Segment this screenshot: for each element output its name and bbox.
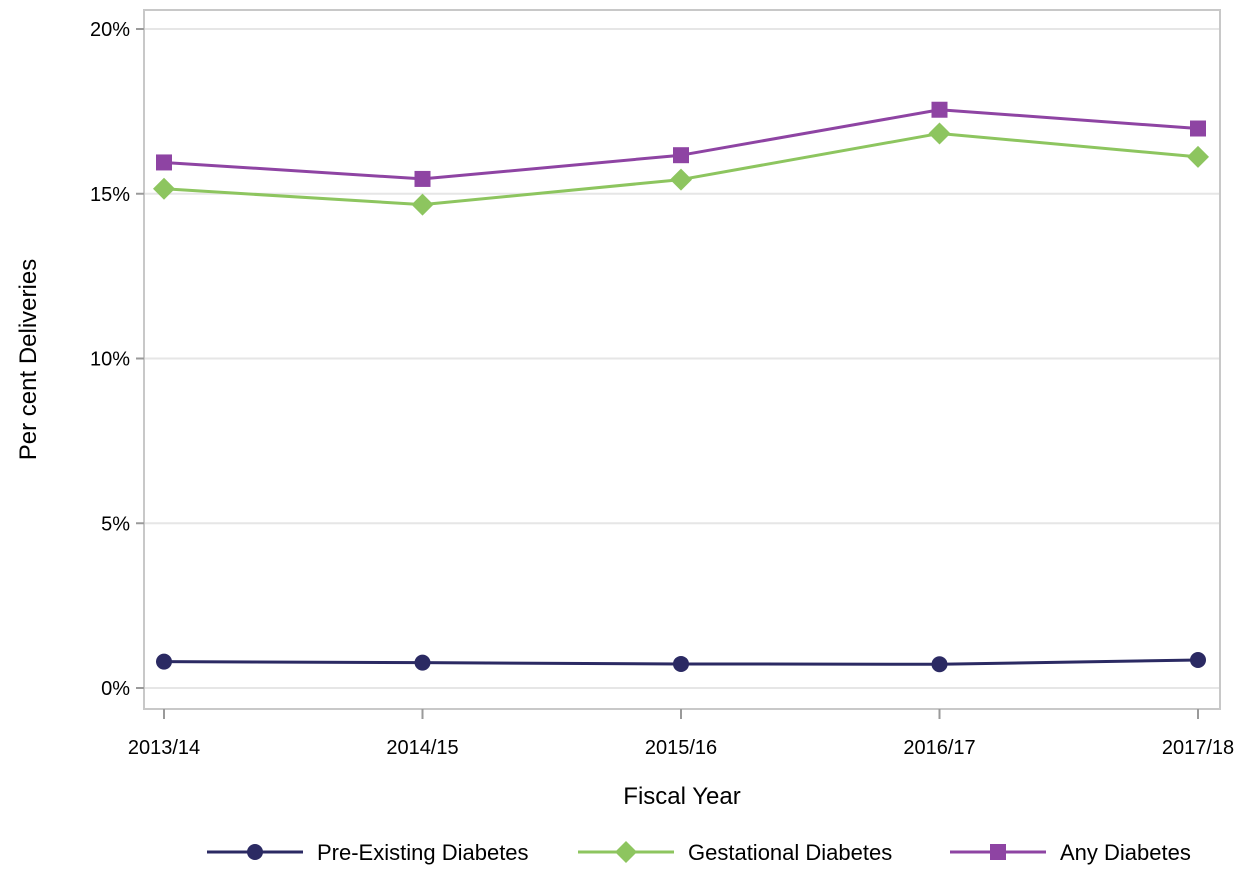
legend-item: Pre-Existing Diabetes (207, 840, 529, 865)
data-point (414, 170, 431, 187)
data-point (673, 655, 689, 672)
y-tick-label: 5% (101, 513, 130, 535)
legend-item: Gestational Diabetes (578, 840, 892, 865)
y-axis-title: Per cent Deliveries (15, 259, 42, 460)
x-tick-label: 2016/17 (903, 737, 975, 759)
series-square (156, 101, 1206, 187)
data-point (1190, 120, 1206, 137)
data-point (1187, 145, 1209, 168)
x-tick-label: 2015/16 (645, 737, 717, 759)
gridlines (144, 28, 1220, 689)
data-point (156, 653, 172, 670)
x-tick-label: 2017/18 (1162, 737, 1234, 759)
legend-marker (990, 844, 1006, 860)
series-line (163, 108, 1199, 181)
y-tick-label: 15% (90, 184, 130, 206)
series-circle (156, 651, 1206, 673)
y-tick-label: 10% (90, 349, 130, 371)
legend-marker (615, 841, 637, 863)
legend-item: Any Diabetes (950, 840, 1191, 865)
data-point (411, 193, 434, 216)
x-tick-label: 2014/15 (386, 737, 458, 759)
legend-label: Pre-Existing Diabetes (317, 840, 529, 865)
data-point (156, 154, 172, 171)
data-point (931, 656, 948, 673)
y-tick-label: 20% (90, 19, 130, 41)
legend-marker (247, 844, 263, 860)
y-axis-ticks: 0% 5% 10% 15% 20% (90, 19, 144, 700)
series-lines (153, 101, 1209, 673)
data-point (928, 122, 951, 145)
data-point (153, 177, 175, 200)
data-point (931, 101, 948, 118)
x-axis-title: Fiscal Year (623, 783, 740, 810)
data-point (670, 168, 692, 191)
data-point (673, 147, 689, 164)
x-axis-ticks: 2013/14 2014/15 2015/16 2016/17 2017/18 (128, 709, 1234, 759)
legend-label: Any Diabetes (1060, 840, 1191, 865)
data-point (1190, 651, 1206, 668)
data-point (414, 654, 431, 671)
legend-label: Gestational Diabetes (688, 840, 892, 865)
x-tick-label: 2013/14 (128, 737, 200, 759)
legend: Pre-Existing Diabetes Gestational Diabete… (207, 840, 1191, 865)
series-diamond (153, 122, 1209, 216)
y-tick-label: 0% (101, 678, 130, 700)
